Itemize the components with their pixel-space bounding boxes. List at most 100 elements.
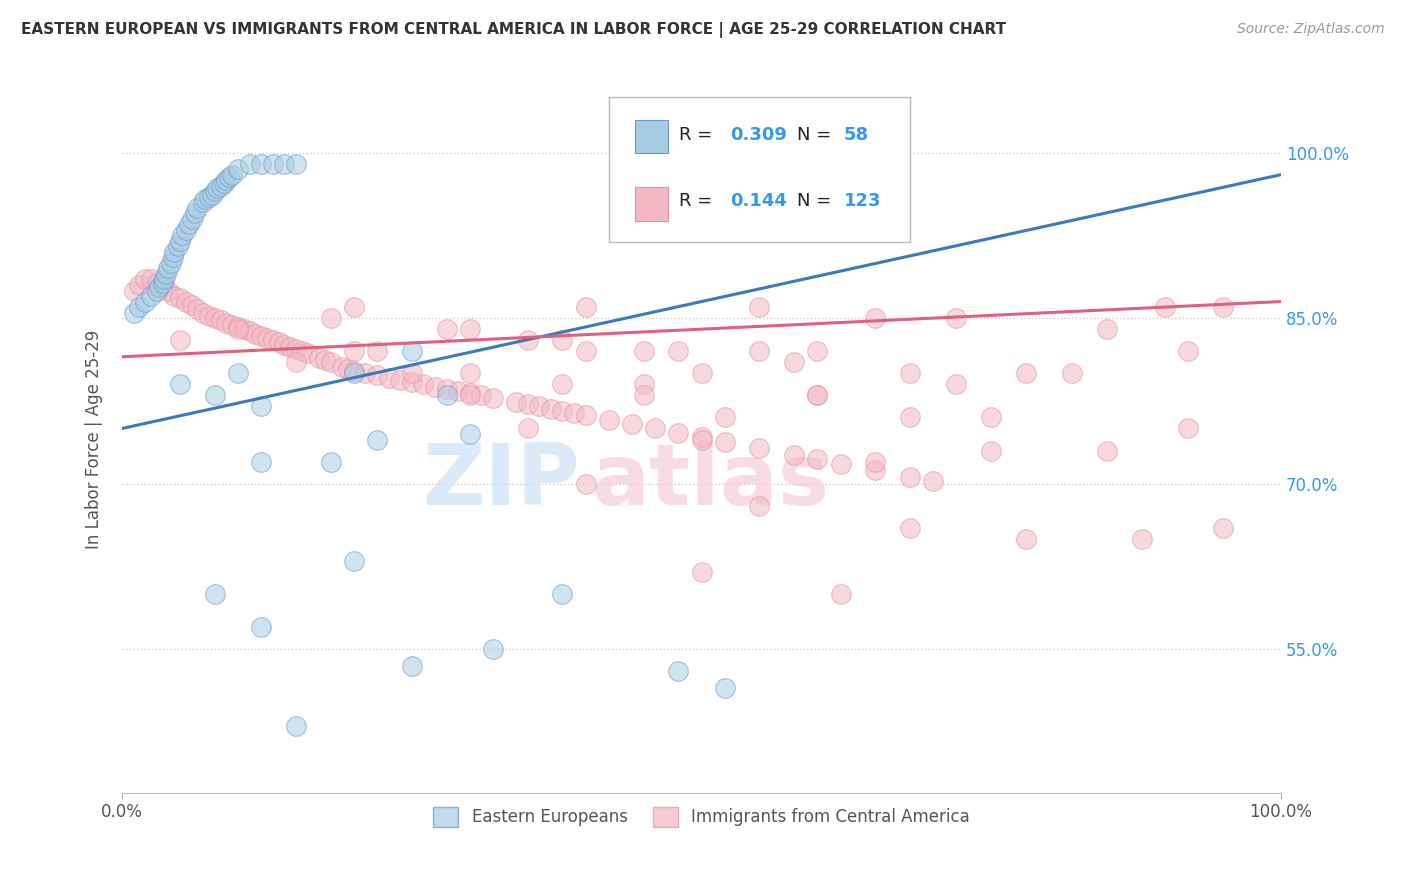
Point xyxy=(575,476,598,491)
Point xyxy=(1095,322,1118,336)
Point xyxy=(980,443,1002,458)
Point xyxy=(366,344,388,359)
Point xyxy=(1062,366,1084,380)
Point xyxy=(256,331,278,345)
Text: 58: 58 xyxy=(844,126,869,145)
Point xyxy=(284,719,307,733)
Point xyxy=(157,261,180,276)
Point xyxy=(226,320,249,334)
Point xyxy=(1154,300,1177,314)
Point xyxy=(436,388,458,402)
Point xyxy=(278,340,301,354)
Point xyxy=(412,377,434,392)
Point xyxy=(209,178,232,193)
Text: Source: ZipAtlas.com: Source: ZipAtlas.com xyxy=(1237,22,1385,37)
Point xyxy=(1212,300,1234,314)
Point xyxy=(343,344,366,359)
Point xyxy=(186,302,208,317)
Point xyxy=(865,311,887,326)
Point xyxy=(297,346,319,360)
Point xyxy=(201,187,224,202)
Point xyxy=(505,395,527,409)
Point xyxy=(458,388,481,402)
Point xyxy=(209,313,232,327)
Point xyxy=(666,344,689,359)
Point xyxy=(830,587,852,601)
Point xyxy=(633,377,655,392)
Point xyxy=(551,404,574,418)
Point xyxy=(1095,443,1118,458)
Point xyxy=(122,305,145,319)
Point xyxy=(172,228,194,243)
Point xyxy=(337,362,360,376)
Point xyxy=(250,156,273,170)
Point xyxy=(945,311,967,326)
Point xyxy=(806,388,828,402)
Point xyxy=(174,294,197,309)
Point xyxy=(218,169,240,184)
Point xyxy=(250,328,273,343)
Point xyxy=(238,324,260,338)
Point xyxy=(980,410,1002,425)
Point xyxy=(122,284,145,298)
Point xyxy=(401,366,423,380)
Point xyxy=(169,234,191,248)
Point xyxy=(713,434,735,449)
Point xyxy=(250,454,273,468)
Point xyxy=(436,322,458,336)
Point xyxy=(152,272,174,286)
Point xyxy=(389,373,412,387)
Point xyxy=(245,326,267,341)
Point xyxy=(598,412,620,426)
Point xyxy=(551,333,574,347)
Point xyxy=(273,156,295,170)
Point xyxy=(366,368,388,383)
Point xyxy=(690,366,713,380)
Point xyxy=(250,620,273,634)
Point xyxy=(139,272,162,286)
Point xyxy=(830,457,852,471)
Point xyxy=(221,168,243,182)
Point xyxy=(319,311,342,326)
Point xyxy=(806,452,828,467)
Point xyxy=(575,409,598,423)
Point xyxy=(148,280,170,294)
Point xyxy=(232,322,254,336)
Point xyxy=(458,322,481,336)
Point xyxy=(267,335,290,350)
Point xyxy=(377,370,399,384)
Point xyxy=(1130,532,1153,546)
Point xyxy=(401,344,423,359)
Point xyxy=(633,388,655,402)
Point xyxy=(314,353,336,368)
Point xyxy=(179,217,201,231)
Point xyxy=(198,309,221,323)
Point xyxy=(620,417,643,431)
FancyBboxPatch shape xyxy=(609,97,910,242)
Point xyxy=(551,587,574,601)
Point xyxy=(174,223,197,237)
Point xyxy=(139,289,162,303)
Point xyxy=(865,463,887,477)
Point xyxy=(529,400,551,414)
Point xyxy=(458,366,481,380)
Point xyxy=(204,587,226,601)
Point xyxy=(134,272,156,286)
Point xyxy=(169,291,191,305)
Point xyxy=(146,284,169,298)
Point xyxy=(1212,521,1234,535)
Text: 0.144: 0.144 xyxy=(731,193,787,211)
Point xyxy=(690,565,713,579)
Point xyxy=(540,401,562,416)
Point xyxy=(180,211,202,226)
Point xyxy=(159,256,181,270)
Point xyxy=(146,276,169,290)
Point xyxy=(666,665,689,679)
Point xyxy=(128,278,150,293)
Point xyxy=(783,355,806,369)
Point xyxy=(783,448,806,462)
Point xyxy=(516,397,538,411)
Point xyxy=(806,344,828,359)
Text: EASTERN EUROPEAN VS IMMIGRANTS FROM CENTRAL AMERICA IN LABOR FORCE | AGE 25-29 C: EASTERN EUROPEAN VS IMMIGRANTS FROM CENT… xyxy=(21,22,1007,38)
Point xyxy=(128,300,150,314)
